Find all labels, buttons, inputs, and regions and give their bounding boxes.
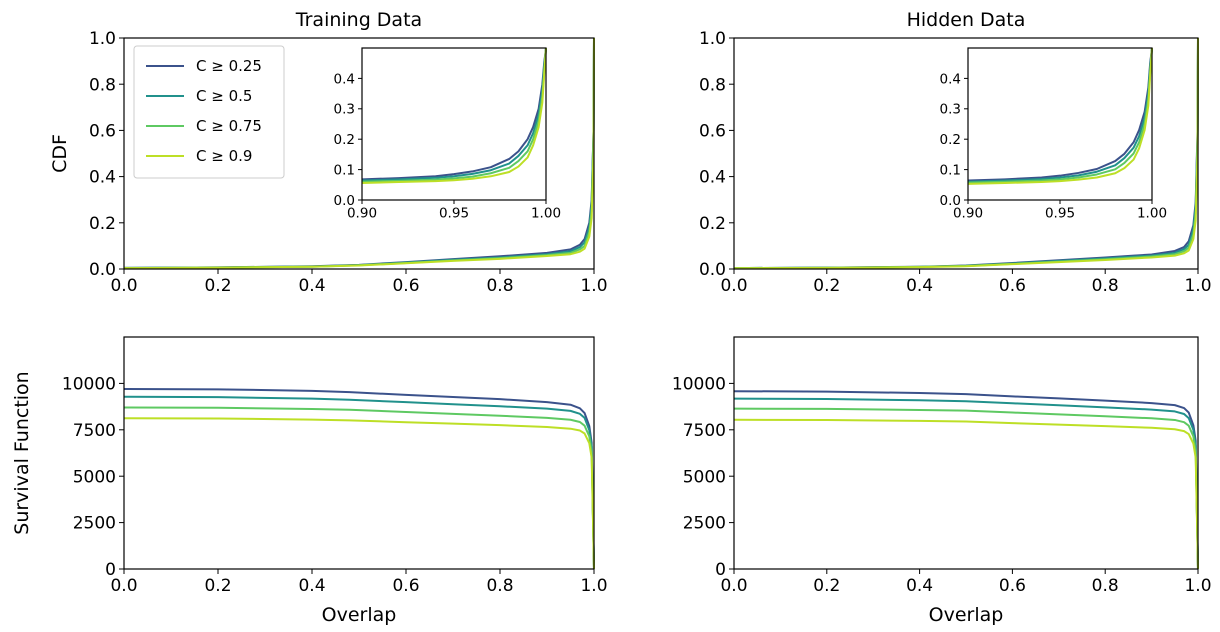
- x-tick-label: 0.90: [347, 206, 377, 222]
- legend-entry-label: C ≥ 0.75: [196, 117, 262, 135]
- y-tick-label: 0.3: [334, 102, 355, 118]
- x-axis-label: Overlap: [322, 604, 397, 626]
- y-tick-label: 1.0: [89, 29, 116, 49]
- x-tick-label: 0.4: [298, 276, 325, 296]
- y-tick-label: 0.4: [940, 71, 961, 87]
- y-tick-label: 0.4: [699, 168, 726, 188]
- x-tick-label: 0.2: [813, 276, 840, 296]
- x-tick-label: 0.4: [906, 576, 933, 596]
- panel-hidden-survival: 0.0 0.2 0.4 0.6 0.8 1.0 0 2500 5000 7500 10000 Over…: [672, 336, 1212, 626]
- plot-area: [734, 337, 1198, 569]
- x-tick-label: 0.90: [953, 206, 983, 222]
- y-tick-label: 0.1: [334, 162, 355, 178]
- legend-entry-label: C ≥ 0.5: [196, 87, 252, 105]
- y-tick-label: 0: [715, 560, 726, 580]
- x-tick-label: 0.2: [204, 576, 231, 596]
- x-tick-label: 0.4: [298, 576, 325, 596]
- plot-area: [124, 337, 594, 569]
- y-tick-label: 0.4: [89, 168, 116, 188]
- legend-box: [133, 45, 285, 179]
- y-tick-label: 7500: [683, 421, 726, 441]
- y-tick-label: 0.0: [89, 260, 116, 280]
- y-tick-label: 0.8: [699, 75, 726, 95]
- y-tick-label: 2500: [683, 514, 726, 534]
- x-tick-label: 1.0: [1184, 276, 1211, 296]
- y-tick-label: 0.2: [699, 214, 726, 234]
- x-tick-label: 1.00: [1137, 206, 1167, 222]
- legend-entry-label: C ≥ 0.9: [196, 147, 252, 165]
- chart-title: Training Data: [295, 9, 422, 31]
- y-tick-label: 0: [105, 560, 116, 580]
- y-tick-label: 0.0: [334, 193, 355, 209]
- legend: C ≥ 0.25 C ≥ 0.5 C ≥ 0.75 C ≥ 0.9: [133, 45, 285, 179]
- y-tick-label: 2500: [73, 514, 116, 534]
- plot-area: [968, 48, 1152, 200]
- x-tick-label: 0.8: [486, 276, 513, 296]
- x-tick-label: 0.4: [906, 276, 933, 296]
- x-tick-label: 1.0: [580, 576, 607, 596]
- x-tick-label: 0.95: [1045, 206, 1075, 222]
- y-tick-label: 0.2: [334, 132, 355, 148]
- series-line-1: [124, 387, 595, 569]
- y-tick-label: 0.2: [89, 214, 116, 234]
- y-tick-label: 0.0: [699, 260, 726, 280]
- x-tick-label: 0.8: [1092, 276, 1119, 296]
- legend-entry-label: C ≥ 0.25: [196, 57, 262, 75]
- x-tick-label: 1.0: [580, 276, 607, 296]
- axes-frame: [123, 37, 595, 270]
- series-line-2: [734, 397, 1199, 569]
- axes-frame: [123, 336, 595, 570]
- x-tick-label: 0.95: [439, 206, 469, 222]
- series-line-4: [124, 37, 595, 269]
- x-tick-label: 0.0: [720, 576, 747, 596]
- x-tick-label: 0.0: [110, 576, 137, 596]
- y-tick-label: 0.3: [940, 102, 961, 118]
- series-line-4: [734, 418, 1199, 569]
- series-line-4: [734, 37, 1199, 269]
- x-tick-label: 0.6: [999, 576, 1026, 596]
- y-axis-label: Survival Function: [11, 371, 33, 534]
- y-tick-label: 0.4: [334, 71, 355, 87]
- y-axis-label: CDF: [49, 134, 71, 173]
- panel-hidden-cdf-inset: 0.90 0.95 1.00 0.0 0.1 0.2 0.3 0.4: [940, 47, 1167, 222]
- series-line-1: [734, 390, 1199, 569]
- series-line-4: [124, 417, 595, 569]
- x-tick-label: 0.0: [110, 276, 137, 296]
- y-tick-label: 10000: [672, 375, 726, 395]
- x-tick-label: 0.2: [813, 576, 840, 596]
- x-tick-label: 0.0: [720, 276, 747, 296]
- panel-train-survival: 0.0 0.2 0.4 0.6 0.8 1.0 0 2500 5000 7500 10000 Over…: [11, 336, 608, 626]
- y-tick-label: 10000: [62, 375, 116, 395]
- x-axis-label: Overlap: [929, 604, 1004, 626]
- series-line-2: [124, 395, 595, 569]
- axes-frame: [733, 336, 1199, 570]
- y-tick-label: 0.6: [699, 122, 726, 142]
- panel-train-cdf-inset: 0.90 0.95 1.00 0.0 0.1 0.2 0.3 0.4: [334, 47, 561, 222]
- y-tick-label: 0.1: [940, 162, 961, 178]
- y-tick-label: 0.8: [89, 75, 116, 95]
- series-line-3: [734, 407, 1199, 569]
- y-tick-label: 7500: [73, 421, 116, 441]
- y-tick-label: 1.0: [699, 29, 726, 49]
- x-tick-label: 0.6: [392, 276, 419, 296]
- x-tick-label: 1.0: [1184, 576, 1211, 596]
- y-tick-label: 0.6: [89, 122, 116, 142]
- y-tick-label: 5000: [683, 467, 726, 487]
- x-tick-label: 0.8: [1092, 576, 1119, 596]
- axes-frame: [733, 37, 1199, 270]
- chart-title: Hidden Data: [907, 9, 1026, 31]
- y-tick-label: 0.2: [940, 132, 961, 148]
- x-tick-label: 1.00: [531, 206, 561, 222]
- x-tick-label: 0.8: [486, 576, 513, 596]
- x-tick-label: 0.2: [204, 276, 231, 296]
- x-tick-label: 0.6: [999, 276, 1026, 296]
- series-line-4: [968, 47, 1153, 185]
- series-line-4: [362, 47, 547, 184]
- series-line-3: [124, 406, 595, 569]
- y-tick-label: 0.0: [940, 193, 961, 209]
- y-tick-label: 5000: [73, 467, 116, 487]
- x-tick-label: 0.6: [392, 576, 419, 596]
